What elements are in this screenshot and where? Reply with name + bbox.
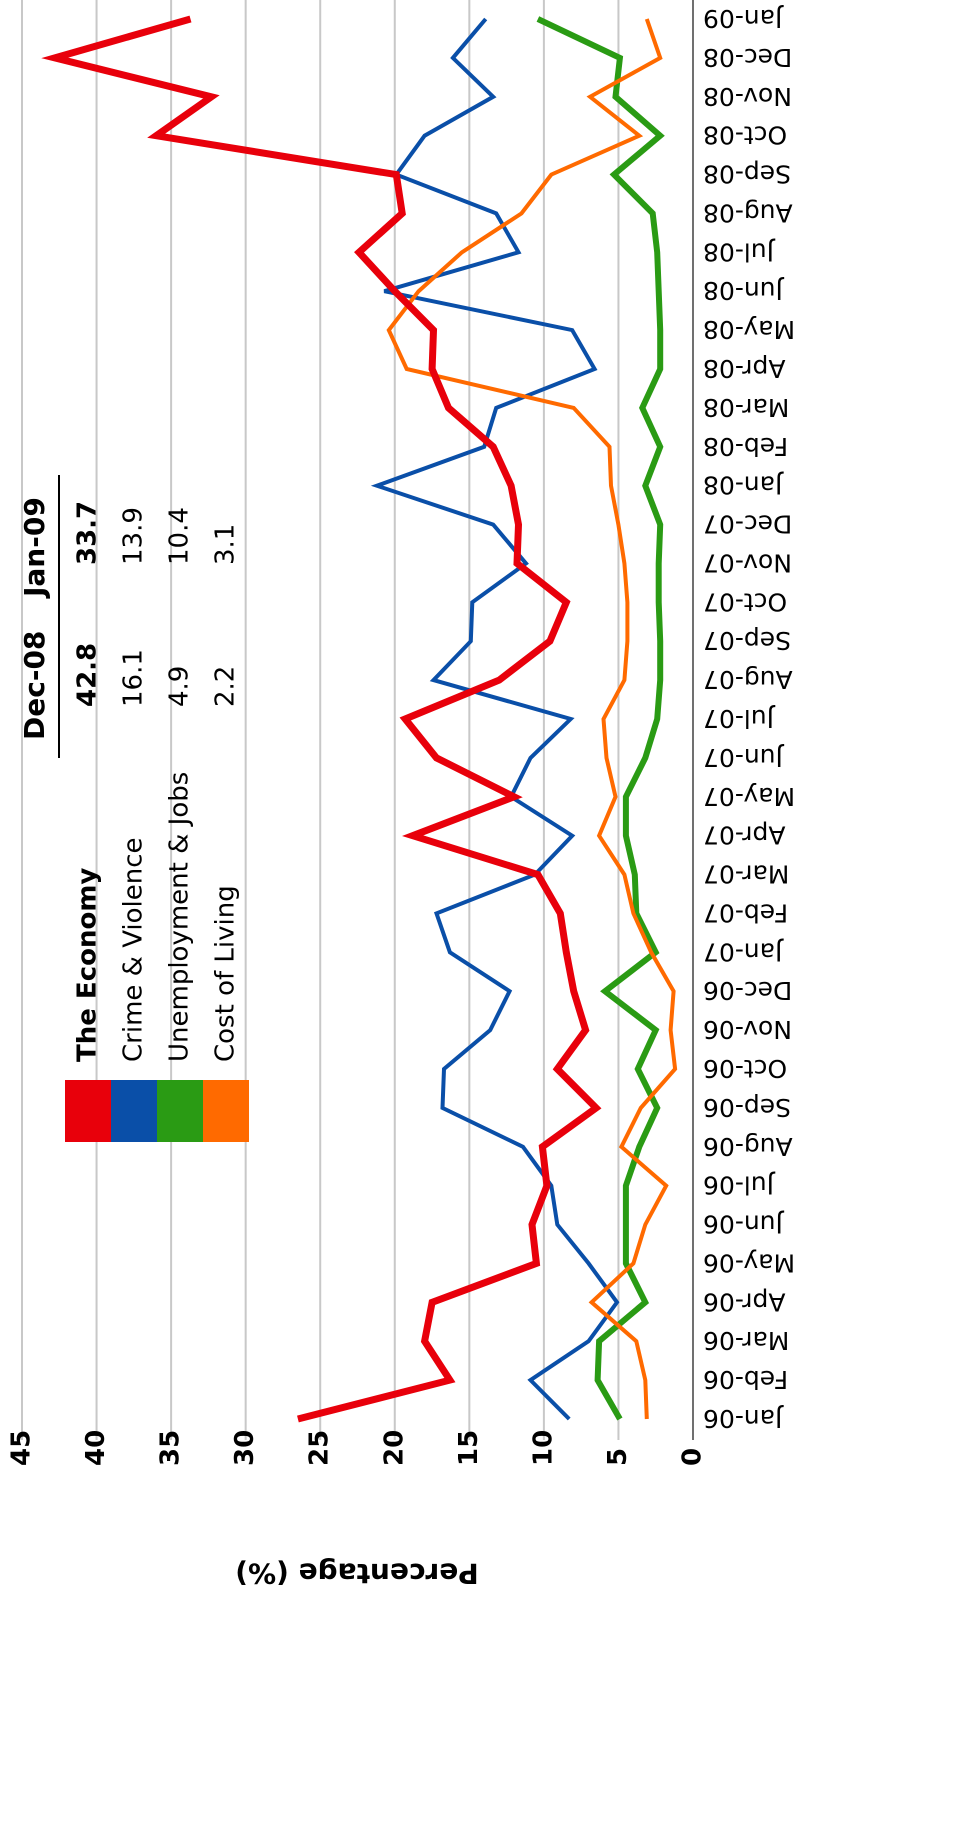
x-tick-label: Jul-08	[703, 237, 776, 266]
x-tick-label: Nov-07	[703, 548, 792, 577]
x-tick-label: Dec-06	[703, 976, 792, 1005]
x-tick-label: Apr-06	[703, 1287, 785, 1316]
x-tick-label: Nov-06	[703, 1015, 792, 1044]
series-line-crime-violence	[370, 17, 620, 1421]
legend-value-dec-08: 16.1	[119, 649, 149, 707]
series-line-unemployment-jobs	[536, 16, 665, 1421]
legend: Dec-08 Jan-09 The Economy 42.8 33.7 Crime &…	[18, 475, 249, 1142]
x-tick-label: Nov-08	[703, 82, 792, 111]
x-tick-label: Jun-06	[703, 1210, 785, 1239]
x-tick-label: Jul-07	[703, 704, 776, 733]
legend-swatch	[203, 1080, 249, 1142]
legend-value-jan-09: 13.9	[119, 507, 149, 565]
legend-column-header-jan-09: Jan-09	[18, 497, 51, 599]
x-tick-label: Aug-08	[703, 198, 793, 227]
legend-label: The Economy	[73, 868, 103, 1062]
legend-value-jan-09: 3.1	[211, 524, 241, 565]
y-tick-label: 10	[528, 1430, 558, 1466]
y-tick-label: 25	[305, 1430, 335, 1466]
x-tick-label: Jan-07	[703, 937, 784, 966]
x-tick-label: Sep-08	[703, 160, 791, 189]
y-tick-label: 5	[603, 1448, 633, 1466]
legend-value-dec-08: 2.2	[211, 666, 241, 707]
y-tick-label: 35	[156, 1430, 186, 1466]
legend-label: Cost of Living	[211, 885, 241, 1062]
x-tick-label: Apr-07	[703, 821, 785, 850]
x-tick-label: Jun-08	[703, 276, 785, 305]
x-tick-label: Jan-08	[703, 471, 784, 500]
legend-swatch	[65, 1080, 111, 1142]
plot-area	[21, 0, 694, 1440]
legend-rows: The Economy 42.8 33.7 Crime & Violence 16.1 1…	[65, 501, 249, 1142]
x-tick-label: Mar-07	[703, 860, 789, 889]
x-tick-label: Sep-07	[703, 626, 791, 655]
y-tick-label: 0	[678, 1448, 708, 1466]
x-tick-label: May-06	[703, 1248, 795, 1277]
x-tick-label: Jul-06	[703, 1171, 776, 1200]
x-tick-label: Apr-08	[703, 354, 785, 383]
x-tick-label: Oct-06	[703, 1054, 787, 1083]
y-tick-label: 40	[81, 1430, 111, 1466]
legend-row-unemployment-jobs: Unemployment & Jobs 4.9 10.4	[157, 507, 203, 1142]
x-tick-label: Oct-08	[703, 121, 787, 150]
x-tick-label: Oct-07	[703, 587, 787, 616]
y-tick-label: 15	[454, 1430, 484, 1466]
legend-swatch	[111, 1080, 157, 1142]
x-tick-label: Jun-07	[703, 743, 785, 772]
x-tick-label: Feb-06	[703, 1365, 788, 1394]
x-tick-label: Jan-06	[703, 1404, 784, 1433]
y-tick-labels: 0 5 10 15 20 25 30 35 40 45	[7, 1430, 708, 1466]
x-tick-label: Dec-07	[703, 510, 792, 539]
legend-row-the-economy: The Economy 42.8 33.7	[65, 501, 111, 1142]
y-tick-label: 20	[379, 1430, 409, 1466]
legend-label: Crime & Violence	[119, 837, 149, 1062]
legend-column-header-dec-08: Dec-08	[18, 631, 51, 740]
x-tick-label: Mar-08	[703, 393, 789, 422]
legend-row-crime-violence: Crime & Violence 16.1 13.9	[111, 507, 157, 1142]
y-tick-label: 45	[7, 1430, 37, 1466]
legend-swatch	[157, 1080, 203, 1142]
x-tick-label: Aug-06	[703, 1132, 793, 1161]
y-axis-title: Percentage (%)	[235, 1557, 479, 1590]
x-tick-label: May-07	[703, 782, 795, 811]
legend-value-jan-09: 10.4	[165, 507, 195, 565]
legend-row-cost-of-living: Cost of Living 2.2 3.1	[203, 524, 249, 1142]
series-lines	[41, 15, 678, 1423]
series-line-the-economy	[41, 15, 602, 1423]
legend-value-dec-08: 4.9	[165, 666, 195, 707]
x-tick-label: May-08	[703, 315, 795, 344]
x-tick-label: Sep-06	[703, 1093, 791, 1122]
legend-value-jan-09: 33.7	[73, 501, 103, 565]
x-tick-label: Feb-08	[703, 432, 788, 461]
y-tick-label: 30	[230, 1430, 260, 1466]
x-tick-labels: Jan-06 Feb-06 Mar-06 Apr-06 May-06 Jun-06 Jul-…	[703, 4, 795, 1433]
x-tick-label: Mar-06	[703, 1326, 789, 1355]
gridlines	[21, 0, 620, 1440]
x-tick-label: Aug-07	[703, 665, 793, 694]
x-tick-label: Feb-07	[703, 898, 788, 927]
legend-label: Unemployment & Jobs	[165, 772, 195, 1062]
x-tick-label: Jan-09	[703, 4, 784, 33]
series-line-cost-of-living	[386, 18, 678, 1420]
legend-value-dec-08: 42.8	[73, 643, 103, 707]
x-tick-label: Dec-08	[703, 43, 792, 72]
